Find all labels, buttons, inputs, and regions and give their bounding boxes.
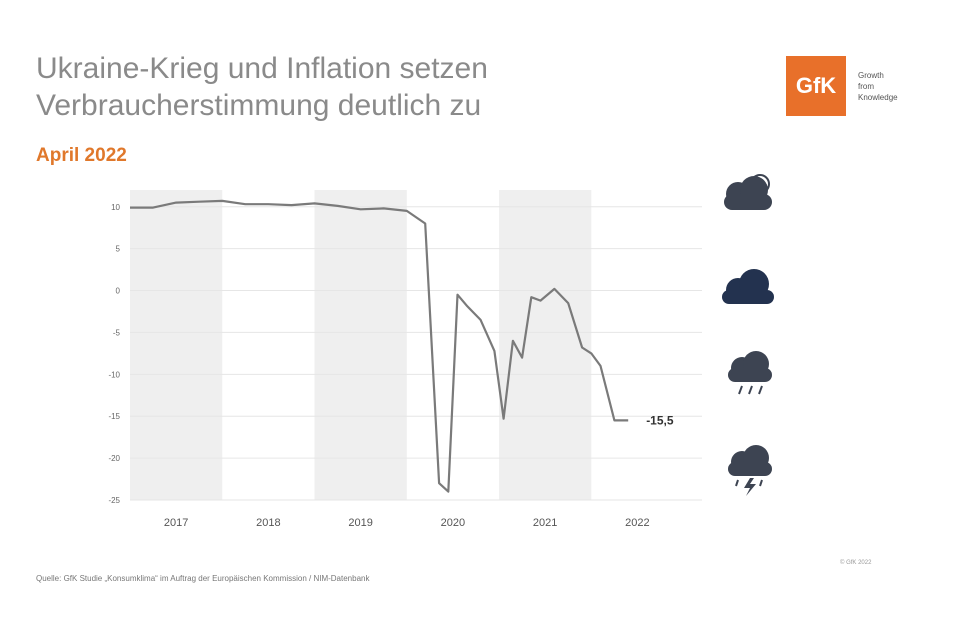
series-line-0: [130, 199, 629, 493]
gridlines: [130, 206, 702, 501]
rain-cloud-icon: [728, 351, 772, 395]
storm-cloud-icon: [728, 445, 772, 496]
x-year-label-2020: 2020: [441, 517, 465, 529]
chart-subtitle: April 2022: [36, 145, 127, 166]
x-year-label-2019: 2019: [348, 517, 372, 529]
x-year-label-2017: 2017: [164, 517, 188, 529]
weather-icons: [722, 174, 774, 496]
chart-title: Ukraine-Krieg und Inflation setzen Verbr…: [36, 50, 636, 124]
cloud-icon: [722, 269, 774, 304]
end-value-label: -15,5: [646, 413, 674, 427]
sun-cloud-icon: [724, 174, 772, 210]
x-year-label-2021: 2021: [533, 517, 557, 529]
x-year-label-2018: 2018: [256, 517, 280, 529]
x-year-labels: 2017 2018 2019 2020 2021 2022: [164, 517, 650, 529]
y-tick-label-6: -20: [108, 454, 120, 463]
y-tick-label-0: 10: [111, 203, 120, 212]
y-tick-label-5: -15: [108, 412, 120, 421]
y-tick-label-3: -5: [113, 328, 121, 337]
source-note: Quelle: GfK Studie „Konsumklima“ im Auft…: [36, 574, 370, 583]
title-line-2: Verbraucherstimmung deutlich zu: [36, 89, 482, 122]
tagline-word-3: Knowledge: [858, 92, 898, 102]
y-tick-label-2: 0: [116, 287, 121, 296]
shaded-band-1: [314, 190, 407, 500]
tagline-word-2: from: [858, 81, 874, 91]
y-tick-label-7: -25: [108, 496, 120, 505]
tagline-word-1: Growth: [858, 70, 884, 80]
y-tick-label-1: 5: [116, 245, 121, 254]
shaded-year-bands: [130, 190, 592, 500]
gfk-logo-mark: GfK: [786, 56, 846, 116]
title-line-1: Ukraine-Krieg und Inflation setzen: [36, 52, 488, 85]
gfk-logo: GfK Growth from Knowledge: [786, 56, 898, 116]
y-tick-labels: 10 5 0 -5 -10 -15 -20 -25: [108, 203, 120, 505]
series-group: -15,5: [130, 199, 674, 493]
x-year-label-2022: 2022: [625, 517, 649, 529]
y-tick-label-4: -10: [108, 370, 120, 379]
shaded-band-0: [130, 190, 223, 500]
gfk-logo-tagline: Growth from Knowledge: [858, 70, 898, 103]
copyright-note: © GfK 2022: [840, 560, 872, 566]
